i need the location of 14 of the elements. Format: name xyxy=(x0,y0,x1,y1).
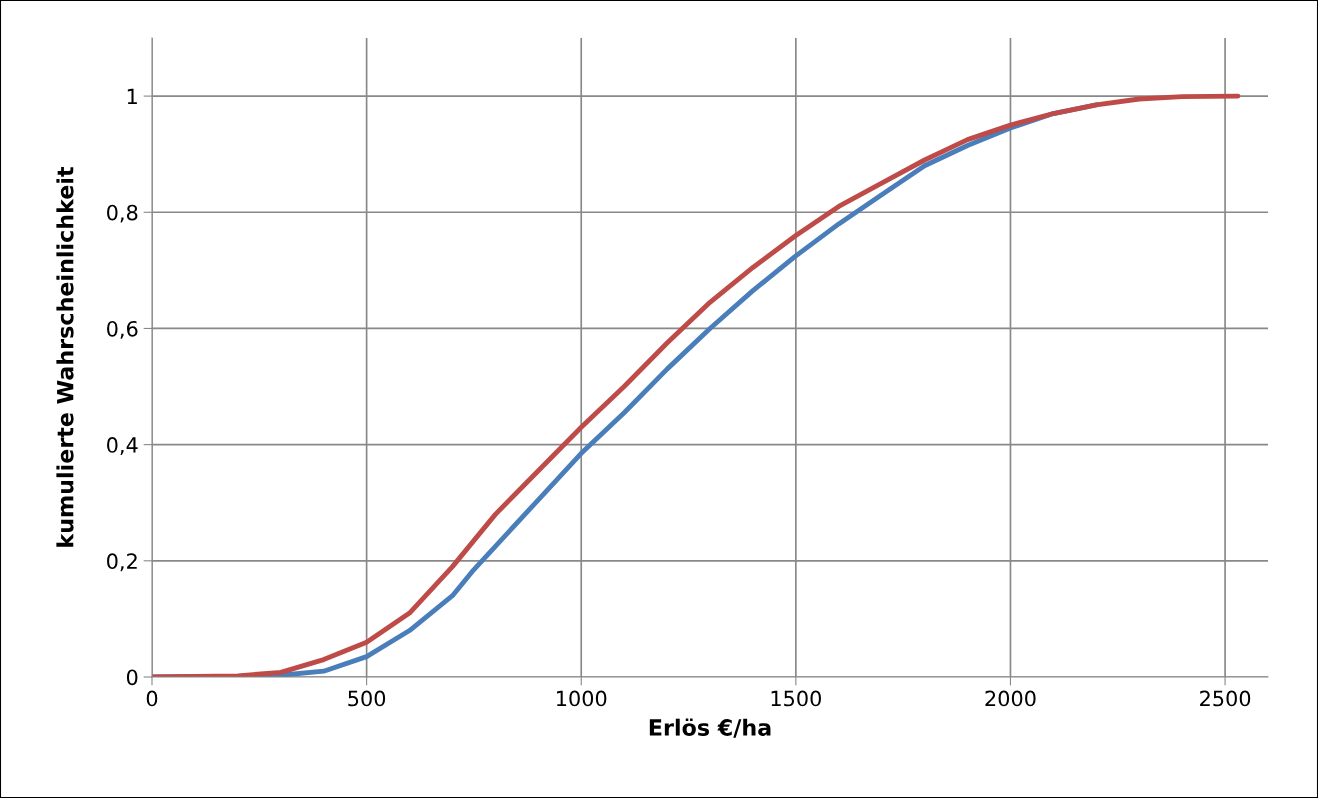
x-tick-label: 1000 xyxy=(557,690,607,707)
y-tick-label: 0,6 xyxy=(107,320,138,339)
y-tick-label: 1 xyxy=(127,88,137,105)
x-tick-label: 2000 xyxy=(985,690,1036,707)
y-axis-title: kumulierte Wahrscheinlichkeit xyxy=(56,166,74,547)
x-axis-title: Erlös €/ha xyxy=(649,718,771,738)
y-tick-label: 0,2 xyxy=(107,553,137,572)
y-tick-label: 0,4 xyxy=(107,437,138,455)
x-tick-label: 2500 xyxy=(1200,690,1251,707)
x-tick-label: 0 xyxy=(146,690,158,707)
x-tick-label: 1500 xyxy=(771,690,821,707)
y-tick-label: 0,8 xyxy=(107,204,138,223)
y-tick-label: 0 xyxy=(126,669,138,686)
x-tick-label: 500 xyxy=(348,690,386,707)
